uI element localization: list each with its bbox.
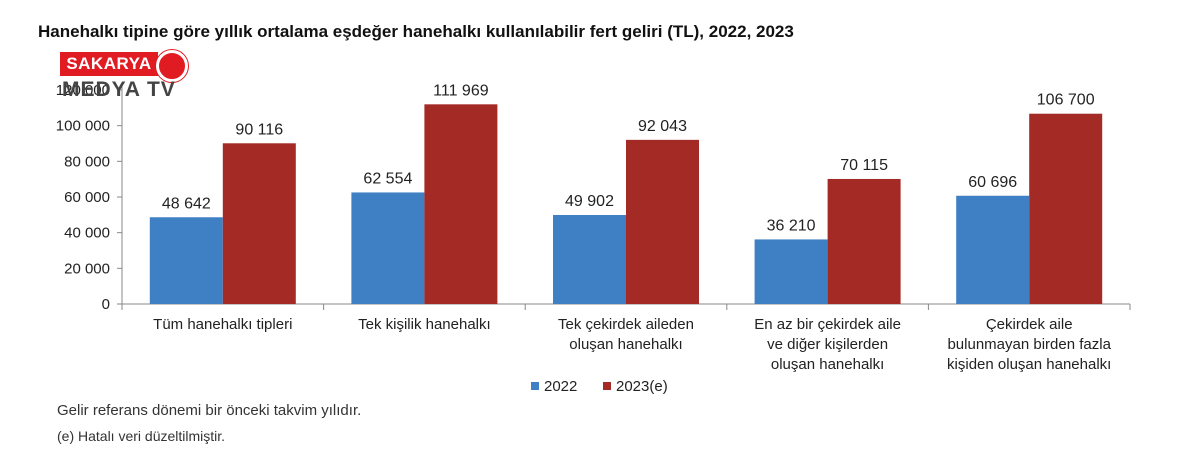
bar-2022-3 xyxy=(754,239,828,304)
y-tick-label: 20 000 xyxy=(64,260,110,277)
category-label-line: Tek kişilik hanehalkı xyxy=(358,316,491,333)
legend-swatch-2022 xyxy=(531,382,539,390)
watermark-logo: SAKARYA MEDYA TV xyxy=(60,50,200,104)
bar-2022-4 xyxy=(956,195,1030,304)
data-label: 92 043 xyxy=(638,118,687,135)
category-label-line: bulunmayan birden fazla xyxy=(947,336,1111,353)
bar-2022-2 xyxy=(553,215,626,304)
footnote-correction: (e) Hatalı veri düzeltilmiştir. xyxy=(57,428,226,444)
category-label-line: En az bir çekirdek aile xyxy=(754,316,901,333)
y-tick-label: 80 000 xyxy=(64,153,110,170)
data-label: 62 554 xyxy=(363,170,412,187)
bar-2023(e)-0 xyxy=(222,143,296,304)
chart-title: Hanehalkı tipine göre yıllık ortalama eş… xyxy=(38,22,794,41)
legend-label-2022: 2022 xyxy=(544,378,577,395)
data-label: 106 700 xyxy=(1037,92,1095,109)
data-label: 49 902 xyxy=(565,193,614,210)
y-tick-label: 40 000 xyxy=(64,225,110,242)
logo-ball-icon xyxy=(156,50,188,82)
data-label: 36 210 xyxy=(767,217,816,234)
category-label: Tüm hanehalkı tipleri xyxy=(153,316,292,333)
logo-bottom-text: MEDYA TV xyxy=(62,78,176,101)
logo-top-text: SAKARYA xyxy=(60,52,158,76)
data-label: 70 115 xyxy=(840,157,888,174)
category-label-line: Çekirdek aile xyxy=(986,316,1073,333)
data-label: 90 116 xyxy=(235,121,283,138)
bar-2023(e)-3 xyxy=(827,178,901,304)
data-label: 111 969 xyxy=(433,82,489,99)
category-label: Tek çekirdek aileden oluşan hanehalkı xyxy=(558,316,694,353)
data-label: 48 642 xyxy=(162,195,211,212)
legend-swatch-2023(e) xyxy=(603,382,611,390)
category-label: Çekirdek aile bulunmayan birden fazla kişi… xyxy=(947,316,1112,373)
bar-2023(e)-4 xyxy=(1029,113,1103,305)
y-tick-label: 0 xyxy=(102,296,110,313)
bar-chart: 0 20 000 40 000 60 000 80 000 100 000 120 000 4… xyxy=(56,82,1131,395)
category-label-line: oluşan hanehalkı xyxy=(771,356,884,373)
data-label: 60 696 xyxy=(968,174,1017,191)
bar-2023(e)-1 xyxy=(424,104,498,304)
bar-2023(e)-2 xyxy=(626,139,699,304)
footnote-reference-period: Gelir referans dönemi bir önceki takvim … xyxy=(57,402,362,419)
y-tick-label: 120 000 xyxy=(56,82,110,99)
y-tick-label: 100 000 xyxy=(56,118,110,135)
bar-2022-1 xyxy=(351,192,425,304)
legend-label-2023(e): 2023(e) xyxy=(616,378,668,395)
category-label: En az bir çekirdek aile ve diğer kişilerd… xyxy=(754,316,901,373)
category-label-line: ve diğer kişilerden xyxy=(767,336,888,353)
category-label-line: Tüm hanehalkı tipleri xyxy=(153,316,292,333)
bar-2022-0 xyxy=(149,217,223,304)
category-label: Tek kişilik hanehalkı xyxy=(358,316,491,333)
category-label-line: oluşan hanehalkı xyxy=(569,336,682,353)
category-label-line: Tek çekirdek aileden xyxy=(558,316,694,333)
category-label-line: kişiden oluşan hanehalkı xyxy=(947,356,1111,373)
y-tick-label: 60 000 xyxy=(64,189,110,206)
